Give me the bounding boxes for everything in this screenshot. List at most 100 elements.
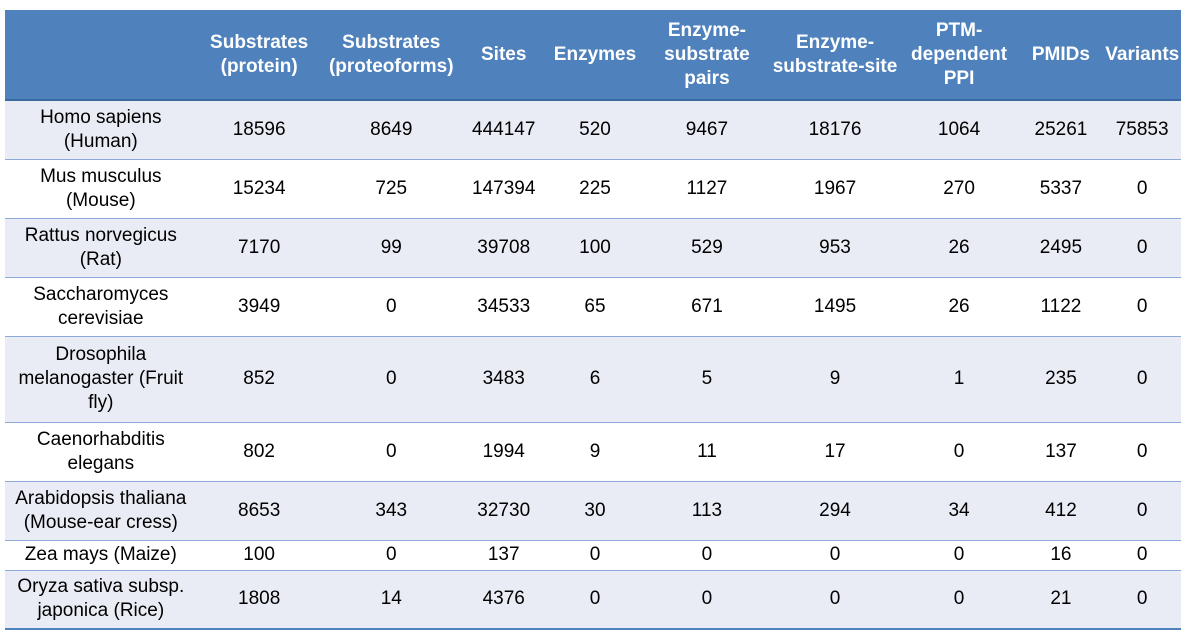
- cell-enzymes: 6: [546, 336, 644, 423]
- cell-substrates-protein: 3949: [196, 277, 322, 337]
- cell-enzymes: 100: [546, 218, 644, 278]
- cell-ptm-dependent-ppi: 0: [899, 570, 1019, 630]
- cell-sites: 1994: [460, 422, 547, 482]
- cell-sites: 4376: [460, 570, 547, 630]
- header-enzymes: Enzymes: [546, 10, 644, 101]
- cell-variants: 0: [1103, 540, 1181, 571]
- cell-enzyme-substrate-pairs: 529: [643, 218, 771, 278]
- cell-variants: 0: [1103, 570, 1181, 630]
- cell-pmids: 1122: [1018, 277, 1104, 337]
- cell-substrates-proteoforms: 0: [321, 422, 461, 482]
- cell-substrates-proteoforms: 343: [321, 481, 461, 541]
- header-row: Substrates (protein) Substrates (proteof…: [5, 10, 1181, 101]
- cell-enzyme-substrate-site: 1967: [770, 159, 900, 219]
- cell-ptm-dependent-ppi: 26: [899, 218, 1019, 278]
- cell-enzyme-substrate-site: 9: [770, 336, 900, 423]
- header-substrates-proteoforms: Substrates (proteoforms): [321, 10, 461, 101]
- table-row: Rattus norvegicus (Rat) 7170 99 39708 100 529…: [5, 218, 1181, 278]
- cell-enzymes: 30: [546, 481, 644, 541]
- cell-sites: 3483: [460, 336, 547, 423]
- cell-enzyme-substrate-pairs: 9467: [643, 100, 771, 160]
- cell-substrates-protein: 1808: [196, 570, 322, 630]
- header-organism: [5, 10, 197, 101]
- cell-substrates-proteoforms: 8649: [321, 100, 461, 160]
- cell-organism: Caenorhabditis elegans: [5, 422, 197, 482]
- header-sites: Sites: [460, 10, 547, 101]
- cell-substrates-proteoforms: 99: [321, 218, 461, 278]
- cell-substrates-protein: 8653: [196, 481, 322, 541]
- statistics-table: Substrates (protein) Substrates (proteof…: [5, 10, 1181, 630]
- table-row: Homo sapiens (Human) 18596 8649 444147 520 94…: [5, 100, 1181, 160]
- cell-enzymes: 9: [546, 422, 644, 482]
- cell-variants: 0: [1103, 422, 1181, 482]
- cell-substrates-proteoforms: 0: [321, 540, 461, 571]
- cell-pmids: 137: [1018, 422, 1104, 482]
- cell-substrates-protein: 100: [196, 540, 322, 571]
- cell-ptm-dependent-ppi: 0: [899, 540, 1019, 571]
- statistics-table-container: Substrates (protein) Substrates (proteof…: [5, 10, 1181, 630]
- table-body: Homo sapiens (Human) 18596 8649 444147 520 94…: [5, 100, 1181, 630]
- cell-enzyme-substrate-pairs: 671: [643, 277, 771, 337]
- cell-enzymes: 65: [546, 277, 644, 337]
- table-row: Mus musculus (Mouse) 15234 725 147394 225 112…: [5, 159, 1181, 219]
- header-enzyme-substrate-site: Enzyme-substrate-site: [770, 10, 900, 101]
- cell-sites: 34533: [460, 277, 547, 337]
- cell-sites: 147394: [460, 159, 547, 219]
- cell-organism: Mus musculus (Mouse): [5, 159, 197, 219]
- table-row: Zea mays (Maize) 100 0 137 0 0 0 0 16 0: [5, 540, 1181, 571]
- cell-ptm-dependent-ppi: 0: [899, 422, 1019, 482]
- cell-ptm-dependent-ppi: 1: [899, 336, 1019, 423]
- cell-pmids: 5337: [1018, 159, 1104, 219]
- cell-sites: 137: [460, 540, 547, 571]
- cell-organism: Homo sapiens (Human): [5, 100, 197, 160]
- cell-variants: 0: [1103, 481, 1181, 541]
- header-enzyme-substrate-pairs: Enzyme-substrate pairs: [643, 10, 771, 101]
- header-ptm-dependent-ppi: PTM-dependent PPI: [899, 10, 1019, 101]
- cell-enzyme-substrate-site: 17: [770, 422, 900, 482]
- cell-substrates-protein: 852: [196, 336, 322, 423]
- cell-substrates-proteoforms: 0: [321, 277, 461, 337]
- header-pmids: PMIDs: [1018, 10, 1104, 101]
- cell-substrates-proteoforms: 0: [321, 336, 461, 423]
- cell-enzymes: 0: [546, 540, 644, 571]
- table-row: Caenorhabditis elegans 802 0 1994 9 11 17 0 137 0: [5, 422, 1181, 482]
- cell-substrates-protein: 802: [196, 422, 322, 482]
- cell-pmids: 25261: [1018, 100, 1104, 160]
- cell-ptm-dependent-ppi: 1064: [899, 100, 1019, 160]
- cell-substrates-protein: 18596: [196, 100, 322, 160]
- cell-variants: 0: [1103, 336, 1181, 423]
- cell-enzyme-substrate-pairs: 0: [643, 540, 771, 571]
- cell-pmids: 21: [1018, 570, 1104, 630]
- cell-pmids: 2495: [1018, 218, 1104, 278]
- header-variants: Variants: [1103, 10, 1181, 101]
- cell-enzyme-substrate-site: 1495: [770, 277, 900, 337]
- cell-ptm-dependent-ppi: 26: [899, 277, 1019, 337]
- table-row: Saccharomyces cerevisiae 3949 0 34533 65 671 1…: [5, 277, 1181, 337]
- cell-sites: 39708: [460, 218, 547, 278]
- cell-variants: 0: [1103, 218, 1181, 278]
- cell-pmids: 412: [1018, 481, 1104, 541]
- cell-enzyme-substrate-pairs: 5: [643, 336, 771, 423]
- cell-organism: Saccharomyces cerevisiae: [5, 277, 197, 337]
- cell-variants: 0: [1103, 277, 1181, 337]
- cell-enzymes: 520: [546, 100, 644, 160]
- table-row: Oryza sativa subsp. japonica (Rice) 1808 1…: [5, 570, 1181, 630]
- cell-enzyme-substrate-site: 294: [770, 481, 900, 541]
- cell-pmids: 16: [1018, 540, 1104, 571]
- cell-variants: 75853: [1103, 100, 1181, 160]
- cell-substrates-proteoforms: 14: [321, 570, 461, 630]
- table-row: Drosophila melanogaster (Fruit fly) 852 0 3…: [5, 336, 1181, 423]
- cell-enzyme-substrate-pairs: 113: [643, 481, 771, 541]
- cell-ptm-dependent-ppi: 270: [899, 159, 1019, 219]
- cell-substrates-protein: 15234: [196, 159, 322, 219]
- cell-ptm-dependent-ppi: 34: [899, 481, 1019, 541]
- cell-organism: Drosophila melanogaster (Fruit fly): [5, 336, 197, 423]
- cell-organism: Oryza sativa subsp. japonica (Rice): [5, 570, 197, 630]
- cell-enzyme-substrate-site: 0: [770, 540, 900, 571]
- cell-enzymes: 225: [546, 159, 644, 219]
- cell-enzyme-substrate-site: 0: [770, 570, 900, 630]
- cell-organism: Zea mays (Maize): [5, 540, 197, 571]
- cell-enzyme-substrate-pairs: 0: [643, 570, 771, 630]
- cell-enzyme-substrate-pairs: 11: [643, 422, 771, 482]
- cell-sites: 444147: [460, 100, 547, 160]
